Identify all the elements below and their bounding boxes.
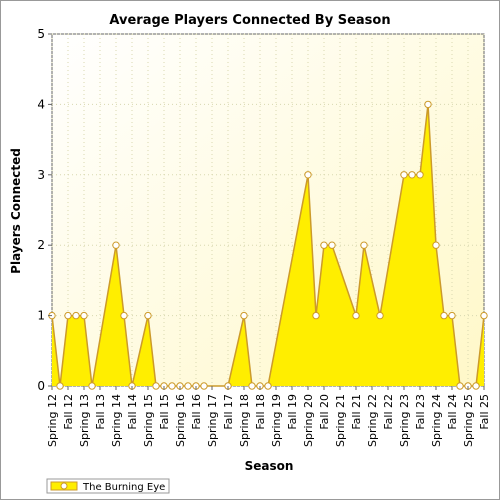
x-tick-label: Fall 23 bbox=[414, 394, 427, 430]
data-point bbox=[88, 382, 96, 390]
data-point bbox=[480, 311, 488, 320]
x-tick-label: Spring 14 bbox=[110, 394, 123, 447]
x-tick-label: Fall 21 bbox=[350, 394, 363, 430]
data-point bbox=[264, 382, 272, 390]
x-tick-label: Spring 20 bbox=[302, 394, 315, 447]
x-tick-label: Fall 18 bbox=[254, 394, 267, 430]
x-tick-label: Spring 25 bbox=[462, 394, 475, 447]
data-point bbox=[352, 311, 360, 320]
data-point bbox=[152, 382, 160, 390]
data-point bbox=[376, 311, 384, 320]
legend: The Burning Eye bbox=[46, 478, 170, 494]
x-tick-label: Fall 19 bbox=[286, 394, 299, 430]
x-tick-label: Fall 15 bbox=[158, 394, 171, 430]
data-point bbox=[72, 311, 80, 320]
x-tick-label: Spring 17 bbox=[206, 394, 219, 447]
data-point bbox=[416, 171, 424, 179]
data-point bbox=[456, 382, 464, 390]
x-tick-label: Spring 13 bbox=[78, 394, 91, 447]
x-tick-label: Spring 21 bbox=[334, 394, 347, 447]
data-point bbox=[304, 171, 312, 179]
x-tick-label: Fall 17 bbox=[222, 394, 235, 430]
chart-title: Average Players Connected By Season bbox=[109, 13, 390, 28]
y-tick-label: 0 bbox=[37, 379, 45, 393]
series-area bbox=[52, 104, 484, 387]
data-point bbox=[144, 311, 152, 320]
x-tick-label: Spring 16 bbox=[174, 394, 187, 447]
x-tick-label: Spring 12 bbox=[46, 394, 59, 447]
y-axis-ticks: 0 1 2 3 4 5 bbox=[37, 27, 52, 393]
data-point bbox=[56, 382, 64, 390]
y-tick-label: 5 bbox=[37, 27, 45, 41]
data-point bbox=[432, 241, 440, 249]
data-point bbox=[424, 100, 432, 109]
y-tick-label: 4 bbox=[37, 97, 45, 111]
data-point bbox=[320, 241, 328, 249]
data-point bbox=[112, 241, 120, 249]
x-tick-label: Fall 25 bbox=[478, 394, 491, 430]
x-tick-label: Fall 24 bbox=[446, 394, 459, 430]
data-point bbox=[168, 382, 176, 390]
x-tick-label: Spring 22 bbox=[366, 394, 379, 447]
data-point bbox=[240, 311, 248, 320]
data-point bbox=[248, 382, 256, 390]
data-point bbox=[312, 311, 320, 320]
data-point bbox=[120, 311, 128, 320]
x-tick-label: Fall 12 bbox=[62, 394, 75, 430]
data-point bbox=[448, 311, 456, 320]
data-point bbox=[184, 382, 192, 390]
y-tick-label: 3 bbox=[37, 168, 45, 182]
x-tick-label: Fall 22 bbox=[382, 394, 395, 430]
y-tick-label: 2 bbox=[37, 238, 45, 252]
data-point bbox=[360, 241, 368, 249]
x-tick-label: Spring 19 bbox=[270, 394, 283, 447]
y-axis-label: Players Connected bbox=[9, 148, 23, 274]
data-point bbox=[328, 241, 336, 249]
x-axis-label: Season bbox=[245, 459, 294, 473]
x-tick-label: Spring 18 bbox=[238, 394, 251, 447]
x-tick-label: Fall 13 bbox=[94, 394, 107, 430]
data-point bbox=[200, 382, 208, 390]
x-tick-label: Fall 16 bbox=[190, 394, 203, 430]
data-point bbox=[472, 382, 480, 390]
x-axis-ticks: Spring 12 Fall 12 Spring 13 Fall 13 Spring 1… bbox=[46, 386, 491, 447]
x-tick-label: Spring 23 bbox=[398, 394, 411, 447]
x-tick-label: Fall 14 bbox=[126, 394, 139, 430]
x-tick-label: Fall 20 bbox=[318, 394, 331, 430]
data-point bbox=[440, 311, 448, 320]
x-tick-label: Spring 24 bbox=[430, 394, 443, 447]
data-point bbox=[400, 171, 408, 179]
x-tick-label: Spring 15 bbox=[142, 394, 155, 447]
data-point bbox=[64, 311, 72, 320]
data-point bbox=[408, 171, 416, 179]
data-point bbox=[80, 311, 88, 320]
y-tick-label: 1 bbox=[37, 309, 45, 323]
legend-marker bbox=[60, 482, 68, 490]
legend-label: The Burning Eye bbox=[82, 482, 165, 493]
